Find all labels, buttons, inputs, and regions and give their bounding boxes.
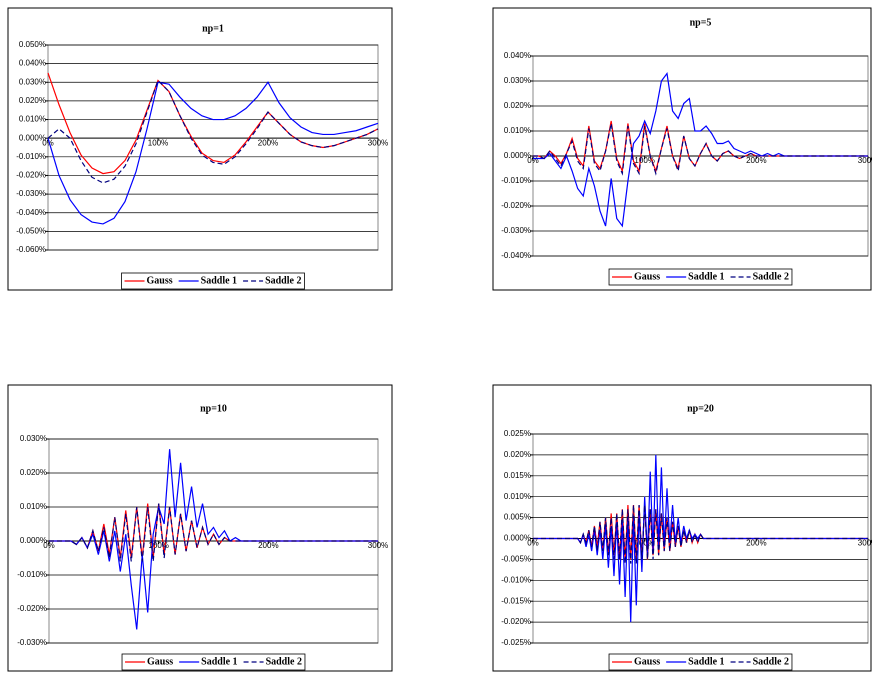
y-tick-label: 0.020% — [504, 101, 531, 110]
y-tick-label: -0.020% — [501, 617, 531, 626]
chart-panel: np=10 -0.030% -0.020% -0.010% 0.000% 0.010% 0.… — [7, 384, 393, 672]
y-tick-label: -0.030% — [17, 638, 47, 647]
y-tick-label: 0.030% — [19, 77, 46, 86]
x-tick-label: 200% — [258, 541, 278, 550]
y-tick-label: 0.040% — [504, 51, 531, 60]
legend-label: Saddle 2 — [266, 656, 302, 667]
x-tick-label: 300% — [858, 156, 872, 165]
y-tick-label: 0.025% — [504, 429, 531, 438]
x-tick-label: 0% — [527, 156, 539, 165]
legend: Gauss Saddle 1 Saddle 2 — [608, 653, 793, 671]
y-tick-label: 0.030% — [504, 76, 531, 85]
x-tick-label: 0% — [527, 539, 539, 548]
x-tick-label: 200% — [258, 138, 278, 147]
x-tick-label: 200% — [746, 156, 766, 165]
y-tick-label: 0.020% — [504, 450, 531, 459]
y-tick-label: -0.060% — [16, 245, 46, 254]
y-tick-label: 0.015% — [504, 471, 531, 480]
chart-panel: np=1 -0.060% -0.050% -0.040% -0.030% -0.020% -… — [7, 7, 393, 291]
plot-area — [47, 44, 379, 251]
y-tick-label: -0.010% — [17, 570, 47, 579]
y-tick-label: 0.000% — [504, 534, 531, 543]
y-tick-label: -0.010% — [501, 176, 531, 185]
y-tick-label: 0.010% — [504, 126, 531, 135]
legend-label: Saddle 2 — [265, 275, 301, 286]
y-tick-label: 0.050% — [19, 40, 46, 49]
y-tick-label: -0.010% — [16, 152, 46, 161]
series-line — [47, 79, 379, 184]
y-tick-label: -0.005% — [501, 555, 531, 564]
legend-label: Saddle 1 — [688, 656, 724, 667]
chart-title: np=5 — [690, 17, 712, 28]
y-tick-label: 0.010% — [504, 492, 531, 501]
legend-label: Saddle 1 — [688, 271, 724, 282]
legend-box — [608, 268, 793, 286]
x-tick-label: 100% — [634, 156, 654, 165]
y-tick-label: 0.005% — [504, 513, 531, 522]
y-tick-label: 0.010% — [19, 115, 46, 124]
chart-title: np=20 — [687, 403, 714, 414]
x-tick-label: 0% — [42, 138, 54, 147]
y-tick-label: 0.000% — [20, 536, 47, 545]
x-tick-label: 100% — [148, 138, 168, 147]
x-tick-label: 300% — [368, 138, 388, 147]
legend-box — [121, 272, 305, 290]
chart-title: np=10 — [200, 403, 227, 414]
legend-box — [608, 653, 793, 671]
legend-label: Gauss — [147, 656, 173, 667]
legend-label: Saddle 1 — [201, 275, 237, 286]
y-tick-label: -0.020% — [501, 201, 531, 210]
y-tick-label: 0.040% — [19, 59, 46, 68]
y-tick-label: -0.040% — [16, 208, 46, 217]
y-tick-label: 0.020% — [20, 468, 47, 477]
series-line — [49, 503, 378, 562]
y-tick-label: -0.025% — [501, 638, 531, 647]
chart-title: np=1 — [202, 23, 224, 34]
x-tick-label: 100% — [148, 541, 168, 550]
legend-label: Saddle 2 — [753, 656, 789, 667]
x-tick-label: 300% — [368, 541, 388, 550]
y-tick-label: 0.010% — [20, 502, 47, 511]
series-line — [533, 71, 868, 228]
legend-label: Saddle 1 — [201, 656, 237, 667]
legend-label: Gauss — [634, 271, 660, 282]
y-tick-label: 0.020% — [19, 96, 46, 105]
x-tick-label: 0% — [43, 541, 55, 550]
y-tick-label: -0.015% — [501, 596, 531, 605]
chart-panel: np=20 -0.025% -0.020% -0.015% -0.010% -0.005%… — [492, 384, 872, 672]
y-tick-label: -0.020% — [17, 604, 47, 613]
legend-box — [121, 653, 306, 671]
y-tick-label: -0.020% — [16, 171, 46, 180]
y-tick-label: 0.030% — [20, 434, 47, 443]
legend: Gauss Saddle 1 Saddle 2 — [121, 272, 305, 290]
y-tick-label: -0.010% — [501, 575, 531, 584]
y-tick-label: 0.000% — [504, 151, 531, 160]
y-tick-label: -0.030% — [16, 189, 46, 198]
legend-label: Saddle 2 — [753, 271, 789, 282]
series-line — [47, 81, 379, 225]
y-tick-label: -0.030% — [501, 226, 531, 235]
series-line — [47, 72, 379, 175]
y-tick-label: 0.000% — [19, 133, 46, 142]
series-line — [533, 123, 868, 176]
legend: Gauss Saddle 1 Saddle 2 — [608, 268, 793, 286]
legend-label: Gauss — [147, 275, 173, 286]
legend-label: Gauss — [634, 656, 660, 667]
y-tick-label: -0.040% — [501, 251, 531, 260]
y-tick-label: -0.050% — [16, 226, 46, 235]
x-tick-label: 200% — [746, 539, 766, 548]
chart-panel: np=5 -0.040% -0.030% -0.020% -0.010% 0.000% 0.… — [492, 7, 872, 291]
legend: Gauss Saddle 1 Saddle 2 — [121, 653, 306, 671]
x-tick-label: 300% — [858, 539, 872, 548]
x-tick-label: 100% — [634, 539, 654, 548]
